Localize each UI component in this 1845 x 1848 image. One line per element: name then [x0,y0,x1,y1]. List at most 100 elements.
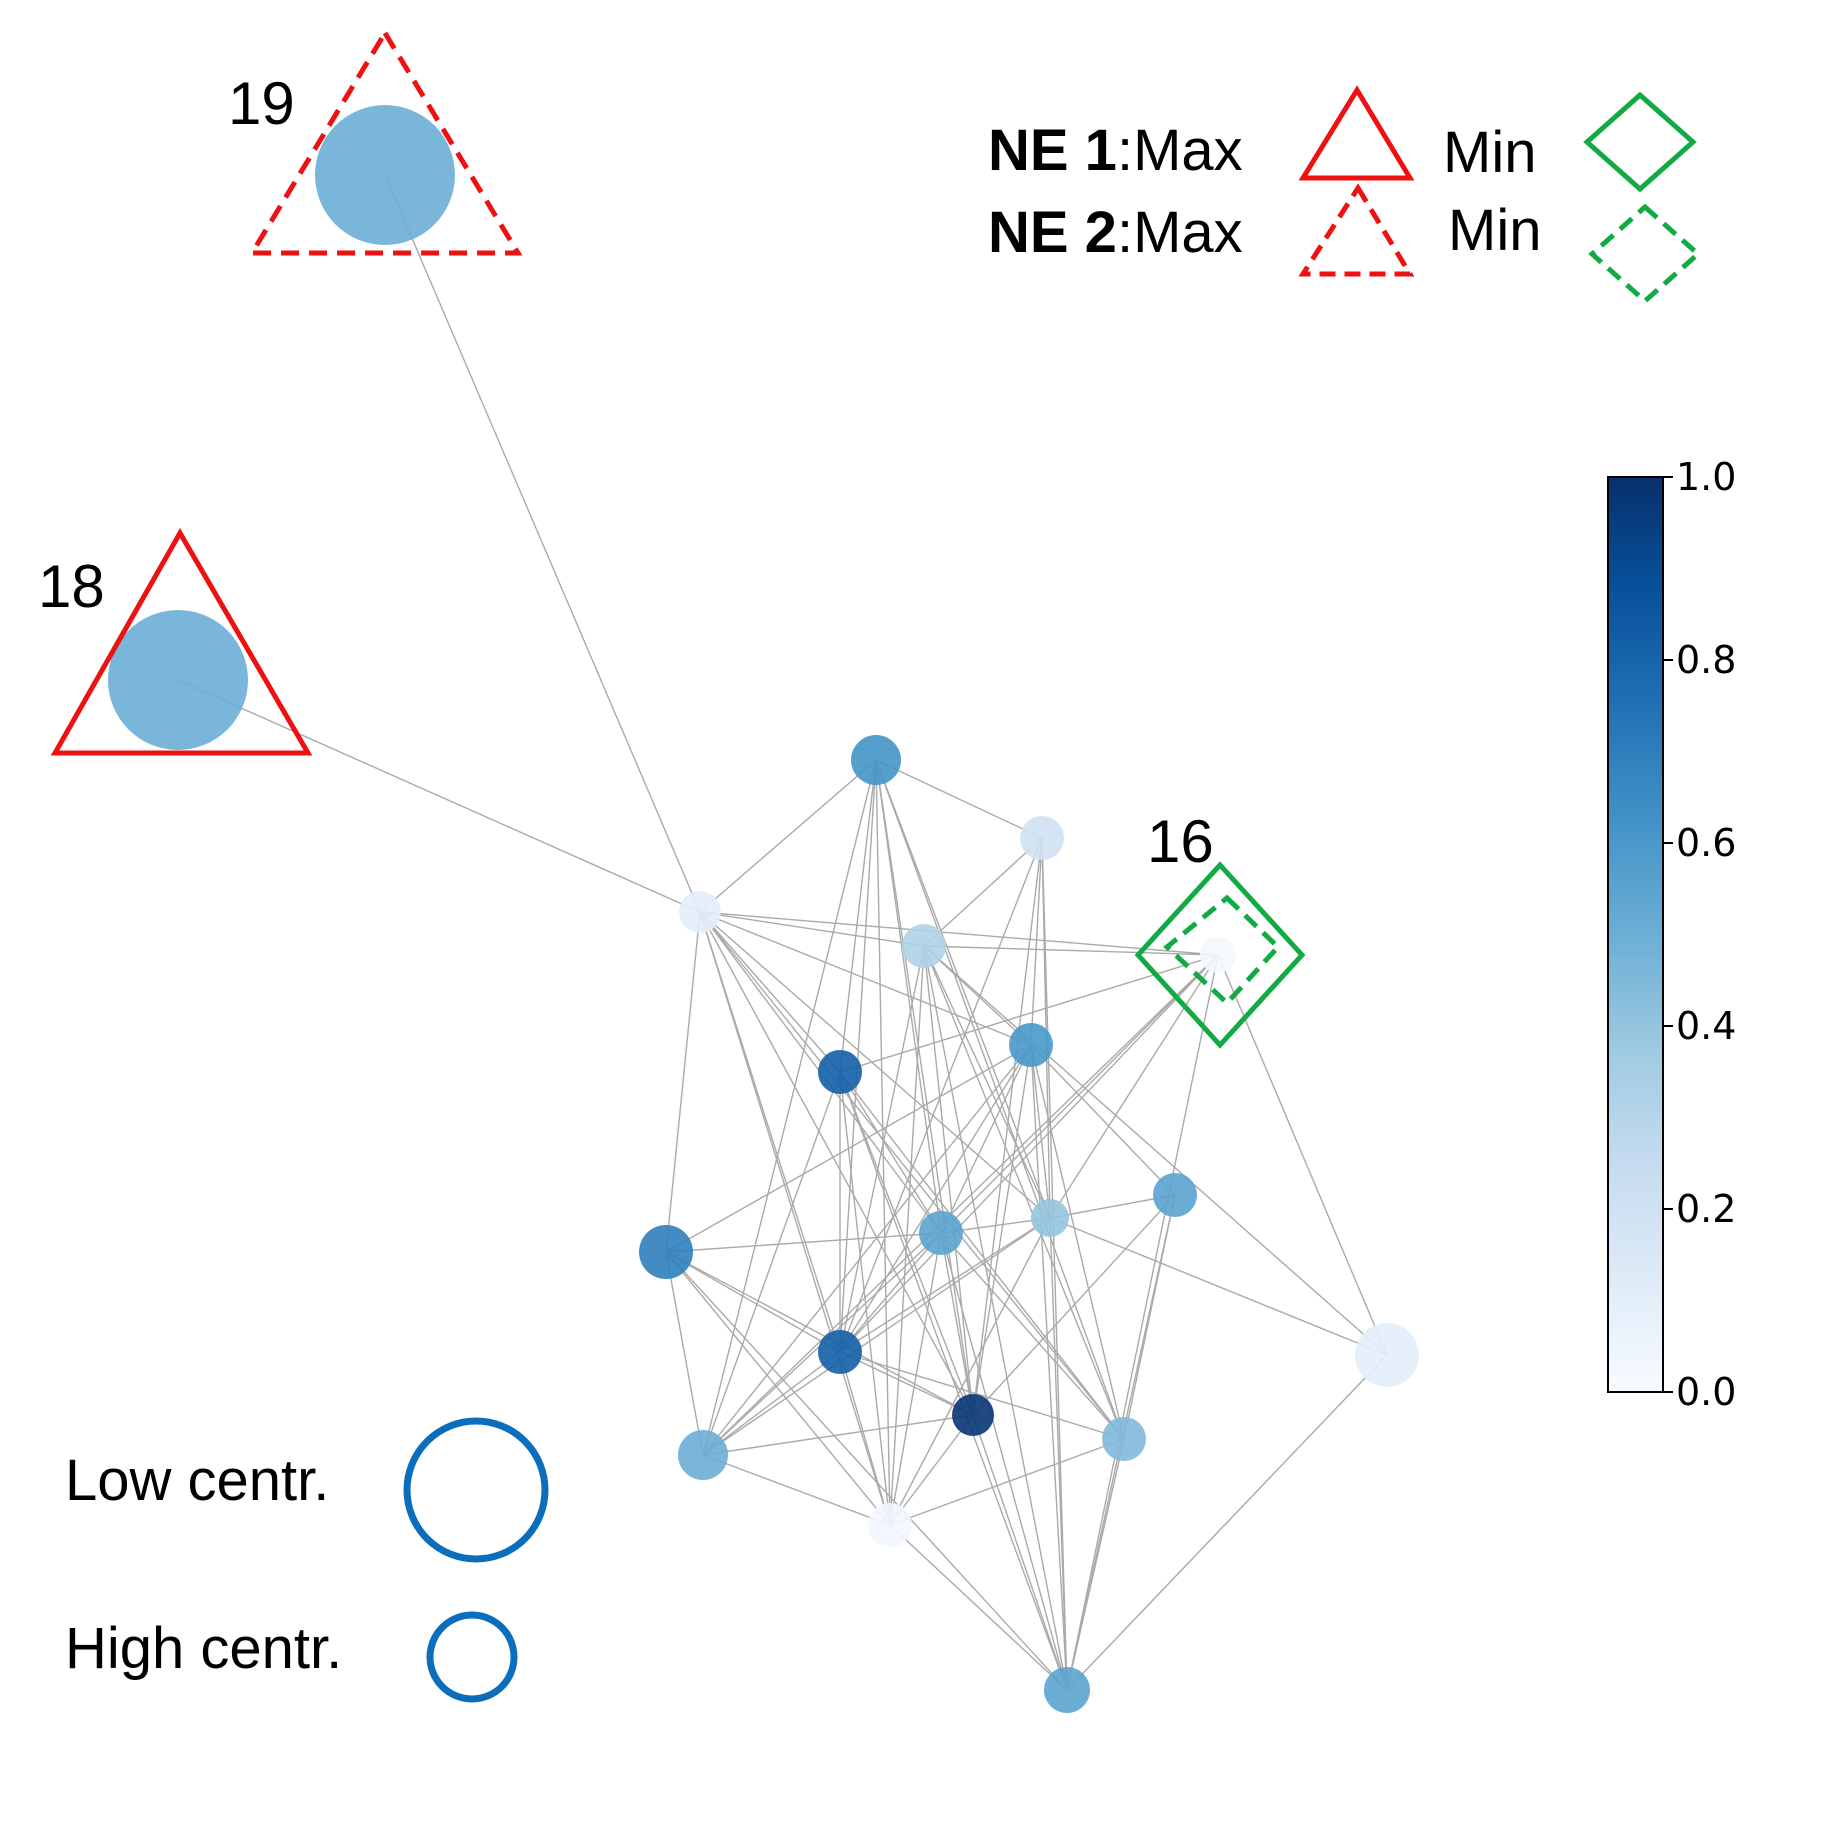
edge-n16-o [702,954,1219,1456]
node-16-markers: 16 [1134,808,1306,1049]
colorbar-tick-label: 0.6 [1676,821,1736,865]
edge-j-m [665,1251,974,1416]
legend-ne1-name: NE 1 [988,118,1117,183]
ne-legend: NE 1:Max Min NE 2:Max Min [988,85,1702,305]
legend-ne2-max-icon [1298,183,1415,277]
node-18-markers: 18 [38,527,313,756]
node-b [1020,816,1064,860]
edge-c-e [699,911,1032,1046]
edge-e-k [839,1044,1032,1353]
edge-i-k [839,1232,942,1353]
edge-k-p [839,1351,891,1526]
edge-k-m [839,1351,974,1416]
edge-a-k [839,759,877,1353]
edge-h-p [889,1217,1051,1526]
edge-e-i [940,1044,1032,1234]
graph-edges [177,174,1388,1691]
node-16-label: 16 [1147,808,1214,875]
edge-n-p [889,1438,1125,1526]
edge-i-p [889,1232,942,1526]
edge-j-q [665,1251,1068,1691]
edge-i-n [940,1232,1125,1440]
node-a [851,735,901,785]
edge-g-m [972,1194,1176,1416]
node-n16 [1200,937,1236,973]
node-m [952,1394,994,1436]
edge-f-o [702,1071,841,1456]
edge-i-q [940,1232,1068,1691]
ne2-min-marker-node-16 [1163,894,1282,1007]
high-centrality-label: High centr. [65,1616,342,1681]
high-centrality-circle-icon [426,1611,518,1703]
edge-n16-h [1049,954,1219,1219]
edge-c-f [699,911,841,1073]
colorbar-ticks: 0.0 0.2 0.4 0.6 0.8 1.0 [1663,455,1736,1414]
legend-ne2-max-text: :Max [1117,200,1243,265]
legend-ne2-min-icon [1588,203,1702,305]
edge-g-e [1030,1044,1176,1196]
edge-j-k [665,1251,841,1353]
edge-d-n16 [923,945,1219,956]
node-o [678,1430,728,1480]
edge-k-o [702,1351,841,1456]
legend-ne1-max-icon [1298,85,1415,181]
node-19-markers: 19 [228,28,523,256]
edge-l-d [923,945,1388,1356]
colorbar-gradient [1607,476,1664,1393]
colorbar: 0.0 0.2 0.4 0.6 0.8 1.0 [1607,455,1736,1414]
legend-ne1-min-icon [1583,91,1697,193]
edge-a-b [875,759,1043,839]
edge-n16-q [1066,954,1219,1691]
edge-a-c [699,759,877,913]
node-19-label: 19 [228,70,295,137]
edge-l-q [1066,1354,1388,1691]
ne1-min-marker-node-16 [1134,861,1306,1049]
edge-f-q [839,1071,1068,1691]
legend-ne1-max-text: :Max [1117,118,1243,183]
ne1-max-marker-node-18 [50,527,313,756]
node-f [818,1050,862,1094]
node-j [639,1225,693,1279]
edge-n16-l [1217,954,1388,1356]
edge-j-o [665,1251,704,1456]
edge-f-n [839,1071,1125,1440]
low-centrality-circle-icon [403,1417,549,1563]
legend-ne2-label: NE 2:Max [988,200,1243,265]
edge-m-p [889,1414,974,1526]
edge-a-n [875,759,1125,1440]
edge-c-m [699,911,974,1416]
edge-e-q [1030,1044,1068,1691]
node-q [1044,1667,1090,1713]
low-centrality-label: Low centr. [65,1448,329,1513]
colorbar-tick-label: 0.0 [1676,1370,1736,1414]
edge-f-m [839,1071,974,1416]
node-e [1009,1023,1053,1067]
edge-n16-i [940,954,1219,1234]
edge-a-h [875,759,1051,1219]
edge-f-i [839,1071,942,1234]
edge-n16-k [839,954,1219,1353]
edge-a-m [875,759,974,1416]
node-n19 [315,105,455,245]
node-l [1355,1323,1419,1387]
edge-c-j [665,911,701,1253]
edge-o-p [702,1454,891,1526]
edge-d-n [923,945,1125,1440]
edge-c-h [699,911,1051,1219]
edge-a-o [702,759,877,1456]
legend-ne1-label: NE 1:Max [988,118,1243,183]
edge-c-n [699,911,1125,1440]
legend-ne1-min-text: Min [1443,120,1536,185]
node-p [868,1503,912,1547]
edge-i-j [665,1232,942,1253]
edge-h-o [702,1217,1051,1456]
edge-h-q [1049,1217,1068,1691]
edge-n19-c [384,174,701,913]
edge-h-k [839,1217,1051,1353]
edge-n-q [1066,1438,1125,1691]
edge-m-q [972,1414,1068,1691]
edge-b-d [923,837,1043,947]
node-h [1031,1199,1069,1237]
legend-ne2-min-text: Min [1448,198,1541,263]
